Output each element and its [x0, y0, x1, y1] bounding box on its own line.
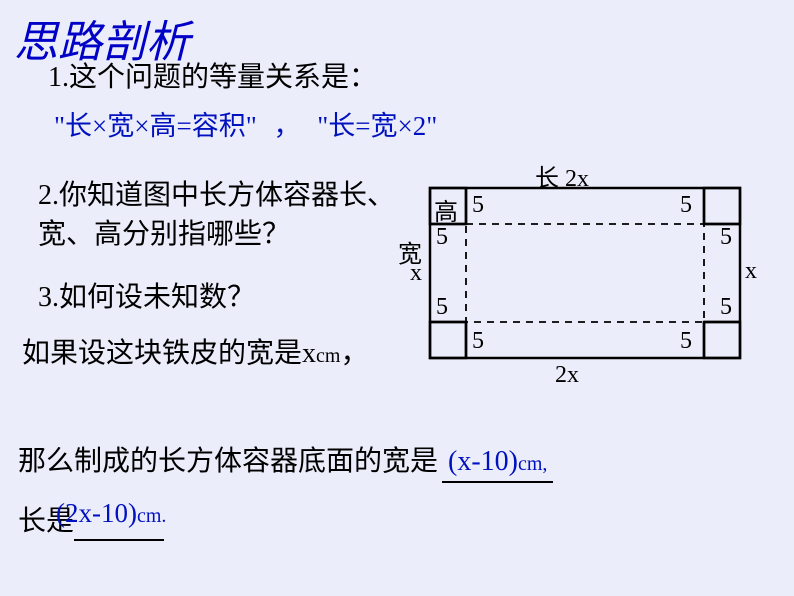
q3-suffix: ， — [340, 338, 368, 369]
box-diagram: 长 2x 2x 宽 x x 高 5 5 5 5 5 5 5 5 — [380, 158, 780, 398]
label-5-bl-h: 5 — [472, 328, 484, 355]
question-2: 2.你知道图中长方体容器长、宽、高分别指哪些？ — [38, 176, 398, 254]
question-1: 1.这个问题的等量关系是： — [48, 58, 377, 97]
formula-line: "长×宽×高=容积" ， "长=宽×2" — [54, 108, 437, 146]
label-right-x: x — [745, 258, 757, 285]
q3-prefix: 如果设这块铁皮的宽是x — [22, 338, 316, 369]
label-height: 高 — [434, 192, 458, 227]
label-5-br-v: 5 — [720, 294, 732, 321]
question-3: 3.如何设未知数？ — [38, 278, 255, 317]
label-5-br-h: 5 — [680, 328, 692, 355]
q5-blank-val: (2x-10) — [56, 498, 137, 528]
label-5-tr-h: 5 — [680, 192, 692, 219]
label-top-length: 长 2x — [535, 158, 589, 193]
formula-sep: ， — [273, 111, 300, 141]
q4-blank-val: (x-10) — [448, 446, 518, 477]
q4-blank-unit: cm, — [518, 453, 547, 475]
formula-b: "长=宽×2" — [317, 111, 437, 141]
label-5-tl-v: 5 — [436, 224, 448, 251]
question-4: 那么制成的长方体容器底面的宽是(x-10)cm, — [18, 442, 553, 483]
label-5-tr-v: 5 — [720, 224, 732, 251]
q5-blank-text: (2x-10)cm. — [56, 498, 166, 529]
question-3-answer: 如果设这块铁皮的宽是xcm， — [22, 334, 368, 373]
label-bottom-length: 2x — [555, 362, 579, 389]
q5-blank-unit: cm. — [137, 505, 166, 527]
q4-blank: (x-10)cm, — [442, 442, 553, 483]
q4-prefix: 那么制成的长方体容器底面的宽是 — [18, 446, 438, 477]
q3-unit: cm — [316, 345, 340, 367]
label-left-x: x — [410, 260, 422, 287]
formula-a: "长×宽×高=容积" — [54, 111, 257, 141]
label-5-tl-h: 5 — [472, 192, 484, 219]
label-5-bl-v: 5 — [436, 294, 448, 321]
